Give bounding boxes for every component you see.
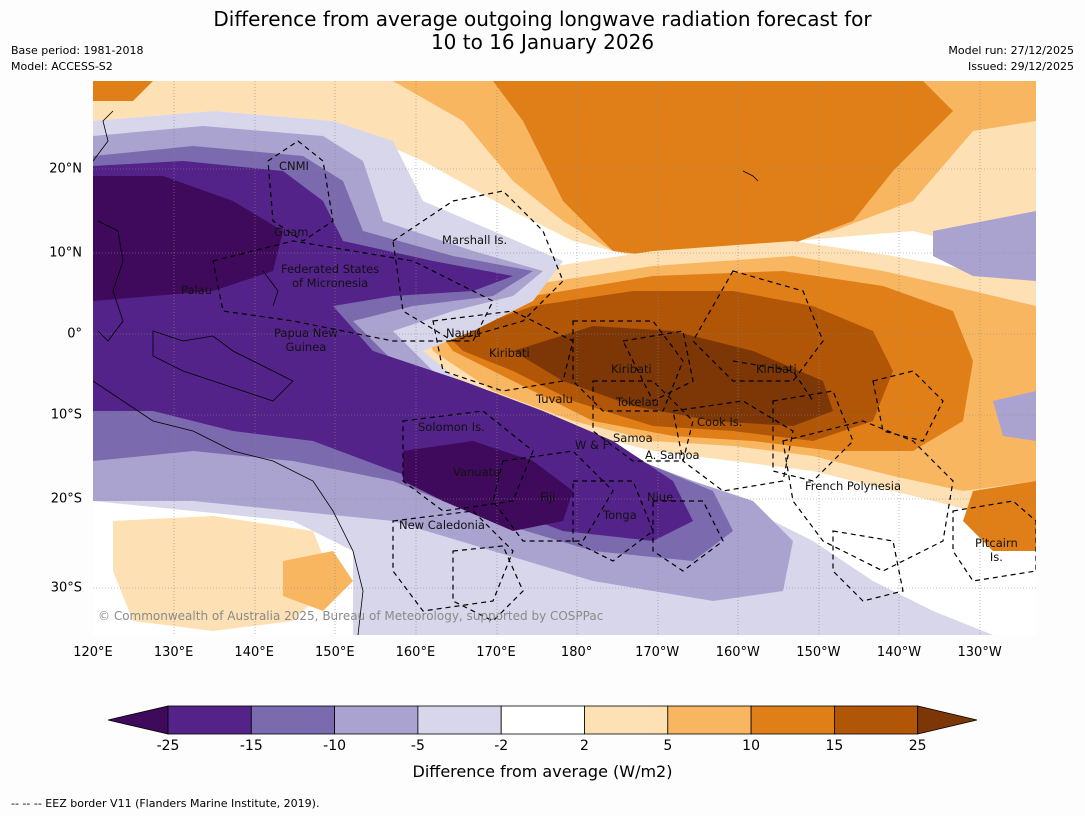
label-cook-islands: Cook Is.: [697, 415, 743, 429]
anomaly-south-orange: [283, 551, 353, 611]
x-tick-label: 160°W: [715, 645, 760, 660]
label-marshall-islands: Marshall Is.: [442, 233, 508, 247]
y-tick-label: 0°: [67, 326, 82, 342]
x-tick-label: 140°E: [234, 645, 274, 660]
label-pitcairn: Pitcairn Is.: [975, 536, 1018, 564]
label-niue: Niue: [647, 490, 674, 504]
colorbar-extend-max: [917, 705, 978, 735]
map-canvas: [93, 81, 1036, 635]
colorbar-segment: [834, 705, 919, 735]
x-tick-label: 140°W: [876, 645, 922, 660]
colorbar-segment: [250, 705, 336, 735]
colorbar-tick-label: 2: [580, 738, 589, 754]
label-french-polynesia: French Polynesia: [805, 479, 902, 493]
coastlines: [93, 110, 759, 635]
label-tonga: Tonga: [603, 508, 637, 522]
label-tuvalu: Tuvalu: [536, 392, 573, 406]
anomaly-southeast-orange: [963, 481, 1036, 551]
base-period: Base period: 1981-2018: [11, 44, 144, 57]
label-kiribati-east: Kiribati: [756, 362, 797, 376]
x-tick-label: 120°E: [73, 645, 113, 660]
colorbar-extend-min: [108, 705, 169, 735]
x-tick-label: 170°E: [476, 645, 516, 660]
map[interactable]: [93, 81, 1036, 635]
label-american-samoa: A. Samoa: [645, 448, 700, 462]
colorbar-segment: [500, 705, 585, 735]
eez-borders: [212, 140, 1036, 622]
anomaly-west-darkest-purple: [93, 176, 283, 301]
label-kiribati-central: Kiribati: [611, 362, 652, 376]
colorbar-segment: [750, 705, 835, 735]
x-tick-label: 130°E: [153, 645, 194, 660]
colorbar-tick-label: 25: [908, 738, 927, 754]
colorbar-segment: [334, 705, 419, 735]
title-line-1: Difference from average outgoing longwav…: [213, 7, 872, 31]
anomaly-south-light-orange: [113, 516, 333, 631]
gridlines: [93, 81, 1036, 635]
y-tick-label: 30°S: [50, 580, 82, 596]
issued-date: Issued: 29/12/2025: [967, 60, 1074, 73]
x-tick-label: 180°: [560, 645, 593, 660]
meta-right: Model run: 27/12/2025 Issued: 29/12/2025: [948, 43, 1074, 75]
anomaly-south-darkest-purple: [403, 441, 573, 531]
copyright-notice: © Commonwealth of Australia 2025, Bureau…: [98, 609, 604, 623]
label-new-caledonia: New Caledonia: [399, 518, 485, 532]
colorbar-title: Difference from average (W/m2): [412, 762, 673, 781]
chart-title: Difference from average outgoing longwav…: [0, 8, 1085, 54]
label-palau: Palau: [181, 283, 212, 297]
colorbar: [108, 705, 978, 735]
label-tokelau: Tokelau: [616, 395, 659, 409]
label-cnmi: CNMI: [279, 159, 309, 173]
x-tick-label: 160°E: [395, 645, 436, 660]
label-fiji: Fiji: [540, 490, 556, 504]
footer-legend: -- -- -- EEZ border V11 (Flanders Marine…: [11, 797, 320, 810]
x-tick-label: 130°W: [957, 645, 1002, 660]
colorbar-tick-label: 10: [742, 738, 761, 754]
colorbar-tick-label: -5: [410, 738, 425, 754]
y-tick-label: 10°N: [49, 245, 82, 261]
label-guam: Guam: [274, 225, 309, 239]
anomaly-east-lavender: [993, 391, 1036, 441]
label-kiribati-west: Kiribati: [489, 346, 530, 360]
colorbar-segment: [584, 705, 669, 735]
label-vanuatu: Vanuatu: [453, 465, 501, 479]
label-nauru: Nauru: [446, 326, 481, 340]
model-name: Model: ACCESS-S2: [11, 60, 113, 73]
colorbar-tick-label: -10: [323, 738, 347, 754]
anomaly-north-top-orange: [93, 81, 153, 101]
colorbar-tick-label: 5: [663, 738, 673, 754]
anomaly-northeast-lavender: [933, 211, 1036, 281]
y-tick-label: 20°N: [49, 161, 82, 177]
colorbar-segment: [167, 705, 252, 735]
y-tick-label: 10°S: [50, 407, 82, 423]
label-wallis-futuna: W & F: [575, 438, 610, 452]
title-line-2: 10 to 16 January 2026: [430, 30, 655, 54]
colorbar-segment: [667, 705, 752, 735]
model-run: Model run: 27/12/2025: [948, 44, 1074, 57]
label-fsm: Federated States of Micronesia: [281, 262, 380, 290]
x-tick-label: 170°W: [635, 645, 680, 660]
colorbar-segment: [417, 705, 502, 735]
x-tick-label: 150°W: [796, 645, 841, 660]
colorbar-tick-label: -25: [156, 738, 180, 754]
colorbar-tick-label: 15: [825, 738, 844, 754]
colorbar-tick-label: -2: [494, 738, 509, 754]
anomaly-north-dark-orange: [493, 81, 953, 261]
y-tick-label: 20°S: [50, 491, 82, 507]
label-solomon-islands: Solomon Is.: [418, 420, 485, 434]
meta-left: Base period: 1981-2018 Model: ACCESS-S2: [11, 43, 143, 75]
label-samoa: Samoa: [613, 431, 653, 445]
x-tick-label: 150°E: [315, 645, 355, 660]
colorbar-tick-label: -15: [239, 738, 263, 754]
label-png: Papua New Guinea: [274, 326, 338, 354]
anomaly-equator-darkest: [513, 326, 833, 426]
